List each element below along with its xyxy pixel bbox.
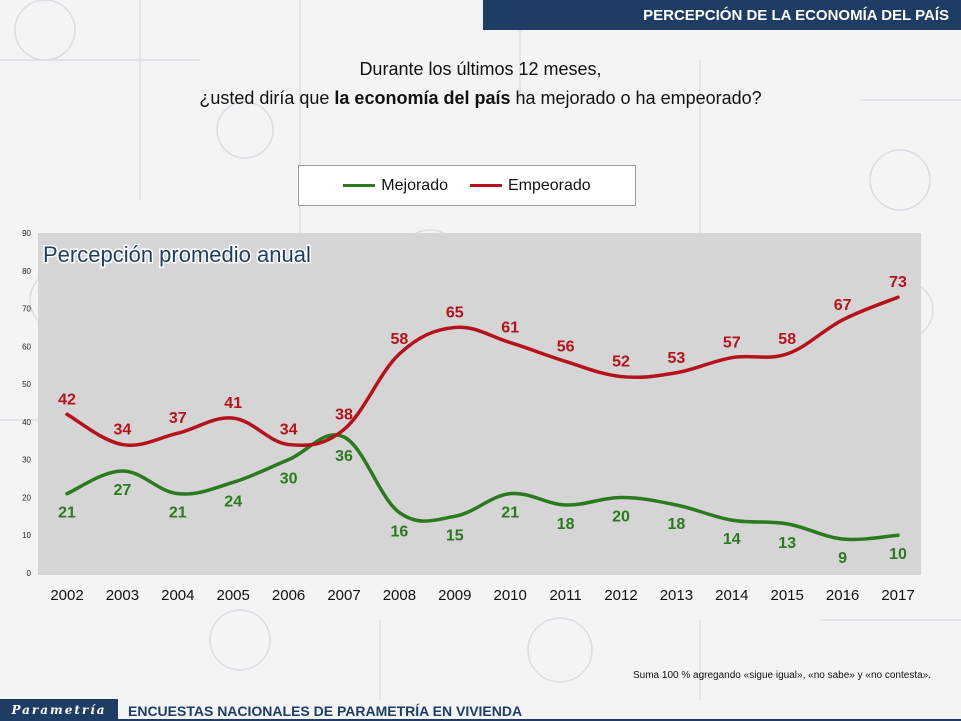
data-label-mejorado: 15 xyxy=(446,527,464,544)
x-tick-label: 2007 xyxy=(327,587,360,604)
x-tick-label: 2009 xyxy=(438,587,471,604)
y-tick-label: 0 xyxy=(27,569,32,578)
data-label-empeorado: 58 xyxy=(391,331,409,348)
data-label-empeorado: 42 xyxy=(58,391,76,408)
x-tick-label: 2014 xyxy=(715,587,748,604)
data-label-empeorado: 34 xyxy=(114,422,132,439)
chart-title: Percepción promedio anual xyxy=(43,242,311,267)
data-label-mejorado: 9 xyxy=(838,550,847,567)
question-line-1: Durante los últimos 12 meses, xyxy=(359,59,602,79)
data-label-mejorado: 21 xyxy=(169,505,187,522)
question-text: Durante los últimos 12 meses, ¿usted dir… xyxy=(0,55,961,113)
footer-divider xyxy=(118,719,961,721)
y-tick-label: 10 xyxy=(22,531,31,540)
x-tick-label: 2003 xyxy=(106,587,139,604)
x-tick-label: 2017 xyxy=(881,587,914,604)
data-label-empeorado: 58 xyxy=(778,331,796,348)
data-label-empeorado: 67 xyxy=(834,297,852,314)
data-label-empeorado: 73 xyxy=(889,274,907,291)
data-label-empeorado: 37 xyxy=(169,410,187,427)
data-label-mejorado: 27 xyxy=(114,482,132,499)
data-label-empeorado: 53 xyxy=(668,350,686,367)
legend-label-mejorado: Mejorado xyxy=(381,176,448,194)
series-line-mejorado xyxy=(65,433,900,542)
chart-legend: Mejorado Empeorado xyxy=(298,165,636,206)
y-tick-label: 30 xyxy=(22,456,31,465)
x-tick-label: 2002 xyxy=(50,587,83,604)
x-tick-label: 2010 xyxy=(494,587,527,604)
data-label-mejorado: 36 xyxy=(335,448,353,465)
x-tick-label: 2016 xyxy=(826,587,859,604)
question-line-2-post: ha mejorado o ha empeorado? xyxy=(510,88,762,108)
y-tick-label: 20 xyxy=(22,493,31,502)
legend-item-empeorado: Empeorado xyxy=(469,176,591,195)
plot-area xyxy=(38,233,921,575)
y-tick-label: 90 xyxy=(22,229,31,238)
data-label-mejorado: 21 xyxy=(58,505,76,522)
y-tick-label: 50 xyxy=(22,380,31,389)
y-tick-label: 80 xyxy=(22,267,31,276)
data-label-empeorado: 57 xyxy=(723,335,741,352)
x-tick-label: 2013 xyxy=(660,587,693,604)
data-label-empeorado: 41 xyxy=(224,395,242,412)
legend-swatch-mejorado xyxy=(343,184,376,187)
data-label-mejorado: 30 xyxy=(280,471,298,488)
data-label-mejorado: 20 xyxy=(612,508,630,525)
data-label-mejorado: 21 xyxy=(501,505,519,522)
question-line-2: ¿usted diría que la economía del país ha… xyxy=(0,84,961,113)
data-label-empeorado: 34 xyxy=(280,422,298,439)
header-title-bar: PERCEPCIÓN DE LA ECONOMÍA DEL PAÍS xyxy=(483,0,961,30)
y-tick-label: 40 xyxy=(22,418,31,427)
data-label-empeorado: 38 xyxy=(335,406,353,423)
x-tick-label: 2006 xyxy=(272,587,305,604)
line-chart: Percepción promedio anual 0 10 20 30 40 50 60 7… xyxy=(22,229,921,604)
x-tick-label: 2005 xyxy=(217,587,250,604)
footer-text: ENCUESTAS NACIONALES DE PARAMETRÍA EN VI… xyxy=(128,703,523,719)
header-title: PERCEPCIÓN DE LA ECONOMÍA DEL PAÍS xyxy=(643,6,949,24)
y-tick-label: 70 xyxy=(22,305,31,314)
x-tick-label: 2004 xyxy=(161,587,194,604)
legend-swatch-empeorado xyxy=(469,184,502,187)
data-label-mejorado: 18 xyxy=(557,516,575,533)
data-label-empeorado: 56 xyxy=(557,338,575,355)
data-label-empeorado: 52 xyxy=(612,354,630,371)
data-label-empeorado: 61 xyxy=(501,320,519,337)
series-line-empeorado xyxy=(65,295,900,448)
data-label-mejorado: 16 xyxy=(391,524,409,541)
x-tick-label: 2011 xyxy=(549,587,581,604)
legend-item-mejorado: Mejorado xyxy=(343,177,448,195)
parametria-logo: Parametría xyxy=(0,699,118,721)
question-line-2-pre: ¿usted diría que xyxy=(199,88,335,108)
data-label-mejorado: 10 xyxy=(889,546,907,563)
data-label-mejorado: 24 xyxy=(224,493,242,510)
data-label-empeorado: 65 xyxy=(446,304,464,321)
x-tick-label: 2012 xyxy=(604,587,637,604)
legend-label-empeorado: Empeorado xyxy=(507,176,591,194)
data-label-mejorado: 13 xyxy=(778,535,796,552)
footnote: Suma 100 % agregando «sigue igual», «no … xyxy=(633,670,931,681)
data-label-mejorado: 18 xyxy=(668,516,686,533)
question-line-2-bold: la economía del país xyxy=(334,88,511,108)
x-tick-label: 2008 xyxy=(383,587,416,604)
x-tick-label: 2015 xyxy=(771,587,804,604)
y-tick-label: 60 xyxy=(22,342,31,351)
data-label-mejorado: 14 xyxy=(723,531,741,548)
